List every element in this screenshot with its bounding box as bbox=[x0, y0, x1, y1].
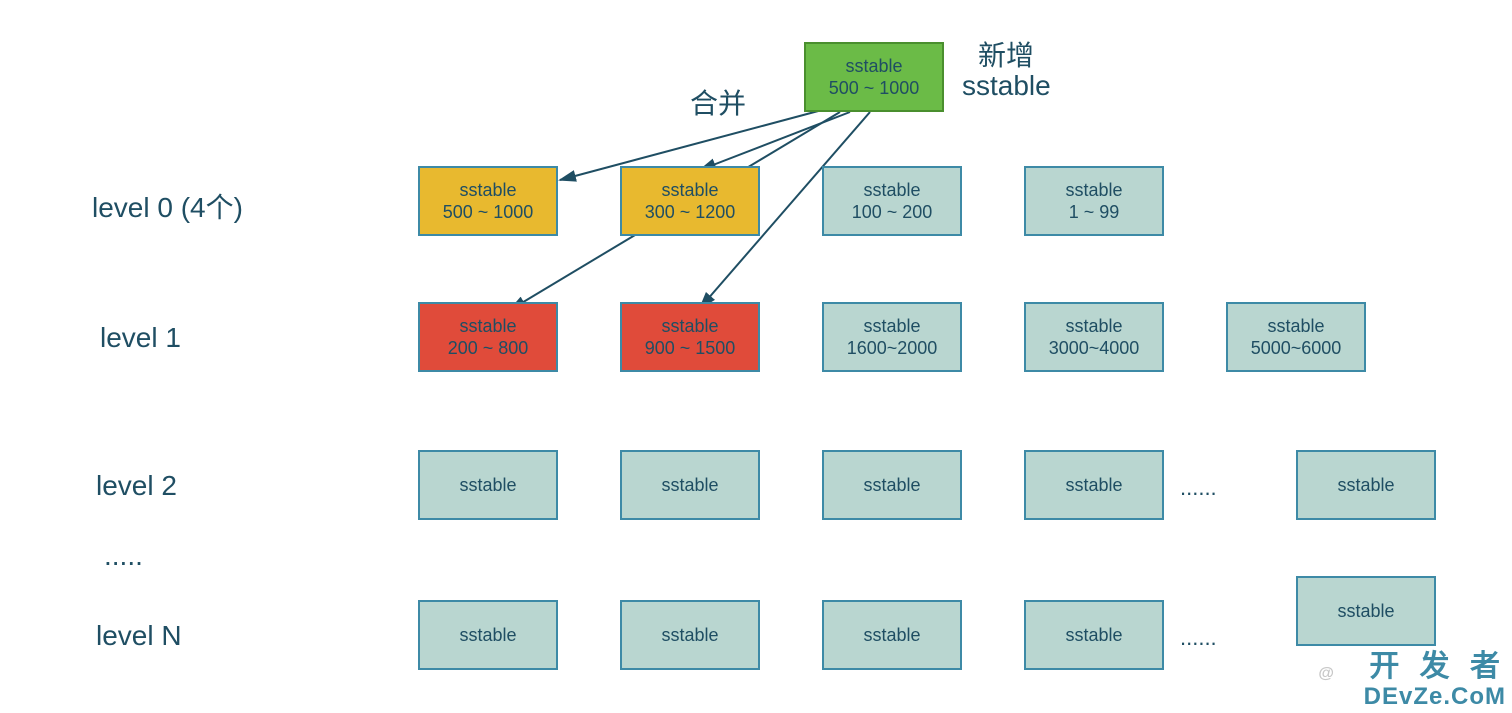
box-levelN-5-line1: sstable bbox=[1337, 600, 1394, 623]
box-level0-2-line1: sstable bbox=[863, 179, 920, 202]
box-levelN-2-line1: sstable bbox=[863, 624, 920, 647]
box-level1-0-line2: 200 ~ 800 bbox=[448, 337, 529, 360]
level2-label: level 2 bbox=[96, 470, 177, 502]
levelN-label: level N bbox=[96, 620, 182, 652]
box-levelN-1: sstable bbox=[620, 600, 760, 670]
box-levelN-2: sstable bbox=[822, 600, 962, 670]
box-level1-3-line2: 3000~4000 bbox=[1049, 337, 1140, 360]
level0-label: level 0 (4个) bbox=[92, 186, 243, 226]
watermark-line1: 开 发 者 bbox=[1369, 641, 1506, 685]
box-level2-1-line1: sstable bbox=[661, 474, 718, 497]
box-level0-3-line2: 1 ~ 99 bbox=[1069, 201, 1120, 224]
box-level1-2: sstable1600~2000 bbox=[822, 302, 962, 372]
box-level2-5: sstable bbox=[1296, 450, 1436, 520]
box-level2-3: sstable bbox=[1024, 450, 1164, 520]
box-level0-2: sstable100 ~ 200 bbox=[822, 166, 962, 236]
box-level0-3-line1: sstable bbox=[1065, 179, 1122, 202]
box-levelN-4-dots: ...... bbox=[1180, 625, 1217, 651]
box-level1-0-line1: sstable bbox=[459, 315, 516, 338]
box-level1-1-line1: sstable bbox=[661, 315, 718, 338]
box-level1-1: sstable900 ~ 1500 bbox=[620, 302, 760, 372]
merge-label: 合并 bbox=[690, 82, 746, 122]
box-level0-0: sstable500 ~ 1000 bbox=[418, 166, 558, 236]
box-level2-5-line1: sstable bbox=[1337, 474, 1394, 497]
box-level2-3-line1: sstable bbox=[1065, 474, 1122, 497]
box-level2-2-line1: sstable bbox=[863, 474, 920, 497]
box-levelN-3-line1: sstable bbox=[1065, 624, 1122, 647]
box-level1-4-line1: sstable bbox=[1267, 315, 1324, 338]
box-level2-2: sstable bbox=[822, 450, 962, 520]
new-sstable-label-1: 新增 bbox=[978, 34, 1034, 74]
watermark-at: @ bbox=[1318, 665, 1334, 683]
box-level0-1: sstable300 ~ 1200 bbox=[620, 166, 760, 236]
watermark-line2: DEvZe.CoM bbox=[1364, 683, 1506, 711]
new-sstable-label-2: sstable bbox=[962, 70, 1051, 102]
new-sstable-box-line2: 500 ~ 1000 bbox=[829, 77, 920, 100]
box-levelN-5: sstable bbox=[1296, 576, 1436, 646]
box-level2-1: sstable bbox=[620, 450, 760, 520]
box-level0-0-line2: 500 ~ 1000 bbox=[443, 201, 534, 224]
box-level2-0-line1: sstable bbox=[459, 474, 516, 497]
box-level2-4-dots: ...... bbox=[1180, 475, 1217, 501]
box-level0-1-line2: 300 ~ 1200 bbox=[645, 201, 736, 224]
level1-label: level 1 bbox=[100, 322, 181, 354]
box-level2-0: sstable bbox=[418, 450, 558, 520]
box-level1-3: sstable3000~4000 bbox=[1024, 302, 1164, 372]
box-level0-1-line1: sstable bbox=[661, 179, 718, 202]
box-level1-2-line1: sstable bbox=[863, 315, 920, 338]
new-sstable-box-line1: sstable bbox=[845, 55, 902, 78]
level-dots-label: ..... bbox=[104, 540, 143, 572]
box-levelN-0-line1: sstable bbox=[459, 624, 516, 647]
box-level0-3: sstable1 ~ 99 bbox=[1024, 166, 1164, 236]
box-levelN-3: sstable bbox=[1024, 600, 1164, 670]
box-levelN-0: sstable bbox=[418, 600, 558, 670]
box-level1-0: sstable200 ~ 800 bbox=[418, 302, 558, 372]
box-level1-4-line2: 5000~6000 bbox=[1251, 337, 1342, 360]
box-level1-3-line1: sstable bbox=[1065, 315, 1122, 338]
box-level0-2-line2: 100 ~ 200 bbox=[852, 201, 933, 224]
new-sstable-box: sstable500 ~ 1000 bbox=[804, 42, 944, 112]
box-levelN-1-line1: sstable bbox=[661, 624, 718, 647]
box-level1-2-line2: 1600~2000 bbox=[847, 337, 938, 360]
box-level1-1-line2: 900 ~ 1500 bbox=[645, 337, 736, 360]
box-level1-4: sstable5000~6000 bbox=[1226, 302, 1366, 372]
box-level0-0-line1: sstable bbox=[459, 179, 516, 202]
